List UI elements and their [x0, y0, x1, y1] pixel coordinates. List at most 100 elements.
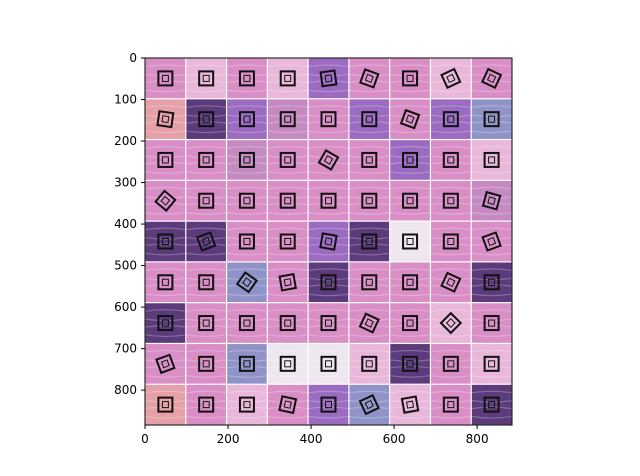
marker-square: [442, 192, 459, 209]
image-tile: [430, 303, 471, 343]
image-tile: [430, 262, 471, 303]
marker-square: [157, 70, 174, 87]
marker-square: [402, 151, 419, 168]
image-tile: [390, 140, 430, 180]
marker-square: [317, 149, 340, 171]
marker-square: [238, 70, 255, 87]
image-tile: [145, 262, 186, 303]
image-tile: [267, 262, 308, 303]
image-tile: [471, 140, 512, 180]
marker-square: [198, 70, 215, 87]
marker-square: [198, 192, 215, 209]
y-axis: 0 100 200 300 400 500 600 700 800: [114, 51, 145, 397]
image-tile: [390, 180, 430, 221]
marker-square: [481, 190, 502, 211]
marker-square: [157, 151, 174, 168]
y-tick-label: 600: [114, 300, 137, 314]
image-tile: [430, 384, 471, 425]
marker-square: [279, 111, 296, 128]
marker-square: [156, 110, 175, 129]
image-tile: [227, 58, 267, 99]
x-tick-label: 400: [300, 432, 323, 446]
image-tile: [308, 58, 349, 99]
marker-square: [238, 192, 255, 209]
axes-frame: [144, 57, 513, 426]
image-tile: [267, 180, 308, 221]
marker-square: [279, 192, 296, 209]
y-tick-label: 200: [114, 134, 137, 148]
y-tick-label: 0: [129, 51, 137, 65]
image-tile: [186, 344, 227, 384]
marker-square: [320, 274, 337, 291]
marker-square: [319, 232, 338, 251]
y-tick-label: 500: [114, 259, 137, 273]
x-tick-label: 600: [383, 432, 406, 446]
marker-square: [238, 111, 255, 128]
marker-square: [402, 192, 419, 209]
image-tile: [267, 99, 308, 139]
marker-square: [361, 355, 378, 372]
marker-square: [358, 312, 380, 334]
marker-square: [279, 315, 296, 332]
marker-square: [402, 274, 419, 291]
image-tile: [390, 262, 430, 303]
image-tile: [308, 221, 349, 262]
image-tile: [471, 99, 512, 139]
marker-square: [198, 315, 215, 332]
image-tile: [186, 180, 227, 221]
marker-square: [483, 396, 500, 413]
marker-square: [198, 274, 215, 291]
image-tile: [267, 58, 308, 99]
marker-square: [442, 151, 459, 168]
marker-square: [195, 231, 217, 252]
image-tile: [227, 262, 267, 303]
image-tile: [267, 221, 308, 262]
marker-square: [319, 69, 338, 88]
image-tile: [227, 99, 267, 139]
x-tick-label: 0: [141, 432, 149, 446]
image-tile: [471, 180, 512, 221]
image-tile: [267, 140, 308, 180]
image-tile: [145, 180, 186, 221]
image-tile: [186, 303, 227, 343]
image-tile: [186, 262, 227, 303]
image-tile: [471, 221, 512, 262]
image-tile: [471, 384, 512, 425]
image-tile: [390, 384, 430, 425]
x-tick-label: 800: [466, 432, 489, 446]
image-tile: [390, 58, 430, 99]
marker-square: [442, 396, 459, 413]
marker-square: [278, 395, 298, 415]
image-tile: [267, 384, 308, 425]
image-tile: [145, 303, 186, 343]
marker-square: [198, 111, 215, 128]
image-tile: [430, 99, 471, 139]
image-tile: [186, 99, 227, 139]
image-tile: [471, 344, 512, 384]
image-tile: [471, 303, 512, 343]
image-tile: [349, 384, 390, 425]
marker-square: [157, 233, 174, 250]
marker-square: [279, 233, 296, 250]
marker-square: [278, 273, 297, 292]
y-tick-label: 800: [114, 383, 137, 397]
y-tick-label: 300: [114, 176, 137, 190]
image-tile: [227, 180, 267, 221]
image-tile: [186, 140, 227, 180]
image-tile: [349, 344, 390, 384]
marker-square: [157, 274, 174, 291]
marker-square: [399, 108, 421, 130]
image-tile: [390, 221, 430, 262]
marker-square: [481, 231, 502, 252]
image-tile: [227, 303, 267, 343]
marker-square: [361, 192, 378, 209]
image-tile: [145, 99, 186, 139]
image-tile: [349, 221, 390, 262]
marker-square: [483, 355, 500, 372]
image-tile: [308, 180, 349, 221]
marker-square: [361, 274, 378, 291]
image-tile: [308, 303, 349, 343]
image-tile: [430, 140, 471, 180]
marker-square: [402, 233, 419, 250]
image-tile: [186, 221, 227, 262]
